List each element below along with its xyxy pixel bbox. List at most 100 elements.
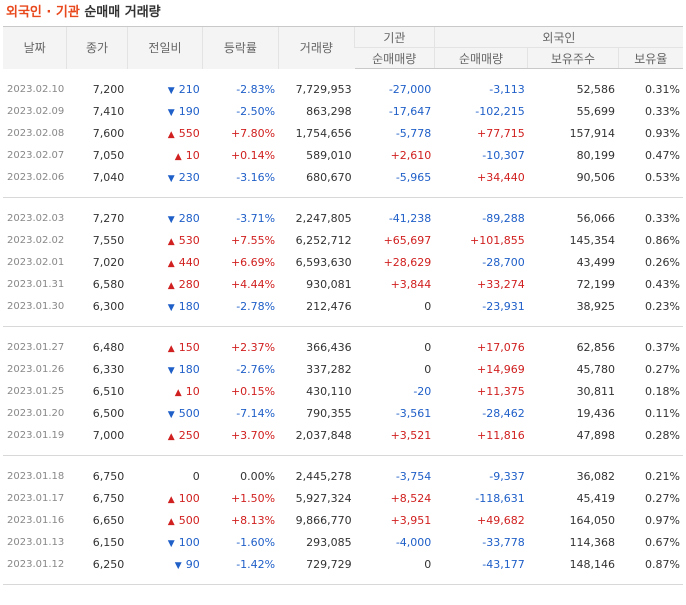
- cell-change: ▲ 10: [127, 380, 202, 402]
- change-value: 90: [185, 557, 200, 571]
- cell-foreign-hold: 47,898: [576, 428, 616, 442]
- change-value: 440: [178, 255, 200, 269]
- cell-foreign-net: -9,337: [489, 469, 525, 483]
- cell-rate: -2.83%: [236, 82, 276, 96]
- table-body: 2023.02.10 7,200 ▼ 210 -2.83% 7,729,953 -27,00…: [3, 69, 683, 585]
- cell-foreign-hold: 45,419: [576, 491, 616, 505]
- cell-rate: +1.50%: [230, 491, 276, 505]
- cell-volume: 589,010: [306, 148, 352, 162]
- cell-foreign-hold: 45,780: [576, 362, 616, 376]
- table-row: 2023.02.02 7,550 ▲ 530 +7.55% 6,252,712 +65,69…: [3, 229, 683, 251]
- cell-change: ▲ 500: [127, 509, 202, 531]
- cell-volume: 863,298: [306, 104, 352, 118]
- cell-volume: 9,866,770: [295, 513, 352, 527]
- table-row: 2023.02.03 7,270 ▼ 280 -3.71% 2,247,805 -41,23…: [3, 207, 683, 229]
- group-divider: [3, 584, 683, 585]
- cell-foreign-ratio: 0.47%: [645, 148, 680, 162]
- up-triangle-icon: ▲: [167, 258, 175, 269]
- cell-foreign-net: -43,177: [482, 557, 525, 571]
- table-row: 2023.02.07 7,050 ▲ 10 +0.14% 589,010 +2,610 -10…: [3, 144, 683, 166]
- cell-volume: 430,110: [306, 384, 352, 398]
- cell-close: 6,150: [92, 535, 125, 549]
- cell-rate: +8.13%: [230, 513, 276, 527]
- cell-rate: 0.00%: [240, 469, 276, 483]
- cell-foreign-net: -28,700: [482, 255, 525, 269]
- cell-close: 6,500: [92, 406, 125, 420]
- cell-change: 0: [127, 465, 202, 487]
- cell-foreign-net: +17,076: [477, 340, 525, 354]
- change-value: 100: [178, 535, 200, 549]
- group-divider: [3, 197, 683, 198]
- cell-foreign-net: +101,855: [470, 233, 525, 247]
- down-triangle-icon: ▼: [167, 409, 175, 420]
- change-value: 500: [178, 513, 200, 527]
- change-value: 10: [185, 148, 200, 162]
- cell-inst-net: +2,610: [390, 148, 432, 162]
- cell-change: ▼ 210: [127, 78, 202, 100]
- cell-foreign-ratio: 0.26%: [645, 255, 680, 269]
- title-rest: 순매매 거래량: [84, 5, 161, 20]
- cell-close: 6,580: [92, 277, 125, 291]
- table-row: 2023.01.26 6,330 ▼ 180 -2.76% 337,282 0 +14,969…: [3, 358, 683, 380]
- cell-foreign-ratio: 0.28%: [645, 428, 680, 442]
- cell-foreign-hold: 62,856: [576, 340, 616, 354]
- change-value: 280: [178, 277, 200, 291]
- cell-foreign-hold: 43,499: [576, 255, 616, 269]
- cell-foreign-hold: 164,050: [569, 513, 616, 527]
- change-value: 530: [178, 233, 200, 247]
- cell-close: 6,330: [92, 362, 125, 376]
- cell-foreign-hold: 19,436: [576, 406, 616, 420]
- cell-rate: -2.50%: [236, 104, 276, 118]
- cell-close: 7,600: [92, 126, 125, 140]
- cell-volume: 2,445,278: [295, 469, 352, 483]
- cell-foreign-hold: 80,199: [576, 148, 616, 162]
- cell-inst-net: 0: [424, 557, 432, 571]
- header-foreign-hold: 보유주수: [527, 47, 619, 69]
- cell-foreign-ratio: 0.23%: [645, 299, 680, 313]
- table-row: 2023.02.09 7,410 ▼ 190 -2.50% 863,298 -17,647-…: [3, 100, 683, 122]
- cell-rate: +4.44%: [230, 277, 276, 291]
- cell-foreign-ratio: 0.86%: [645, 233, 680, 247]
- cell-rate: +2.37%: [230, 340, 276, 354]
- cell-close: 7,020: [92, 255, 125, 269]
- cell-inst-net: -4,000: [395, 535, 432, 549]
- cell-foreign-net: +33,274: [477, 277, 525, 291]
- cell-inst-net: +8,524: [390, 491, 432, 505]
- cell-foreign-net: -3,113: [489, 82, 525, 96]
- header-foreign: 외국인: [433, 26, 683, 48]
- down-triangle-icon: ▼: [167, 302, 175, 313]
- cell-foreign-ratio: 0.11%: [645, 406, 680, 420]
- cell-inst-net: 0: [424, 362, 432, 376]
- down-triangle-icon: ▼: [167, 173, 175, 184]
- cell-volume: 2,037,848: [295, 428, 352, 442]
- cell-change: ▼ 180: [127, 295, 202, 317]
- cell-change: ▼ 190: [127, 100, 202, 122]
- change-value: 500: [178, 406, 200, 420]
- cell-foreign-hold: 145,354: [569, 233, 616, 247]
- cell-close: 7,270: [92, 211, 125, 225]
- header-institution: 기관: [354, 26, 435, 48]
- table-row: 2023.01.18 6,750 0 0.00% 2,445,278 -3,754 -9,3…: [3, 465, 683, 487]
- cell-volume: 1,754,656: [295, 126, 352, 140]
- cell-volume: 790,355: [306, 406, 352, 420]
- table-row: 2023.02.06 7,040 ▼ 230 -3.16% 680,670 -5,965 +3…: [3, 166, 683, 188]
- header-foreign-ratio: 보유율: [617, 47, 683, 69]
- header-volume: 거래량: [277, 26, 355, 69]
- cell-inst-net: -5,778: [395, 126, 432, 140]
- cell-date: 2023.02.10: [7, 83, 65, 95]
- change-value: 180: [178, 362, 200, 376]
- cell-date: 2023.01.26: [7, 363, 65, 375]
- cell-inst-net: -3,754: [395, 469, 432, 483]
- cell-change: ▼ 90: [127, 553, 202, 575]
- cell-change: ▼ 100: [127, 531, 202, 553]
- cell-date: 2023.02.08: [7, 127, 65, 139]
- cell-change: ▼ 500: [127, 402, 202, 424]
- cell-foreign-hold: 30,811: [576, 384, 616, 398]
- cell-date: 2023.01.25: [7, 385, 65, 397]
- cell-foreign-hold: 90,506: [576, 170, 616, 184]
- cell-inst-net: +28,629: [383, 255, 432, 269]
- cell-date: 2023.01.18: [7, 470, 65, 482]
- cell-foreign-hold: 56,066: [576, 211, 616, 225]
- cell-foreign-net: -28,462: [482, 406, 525, 420]
